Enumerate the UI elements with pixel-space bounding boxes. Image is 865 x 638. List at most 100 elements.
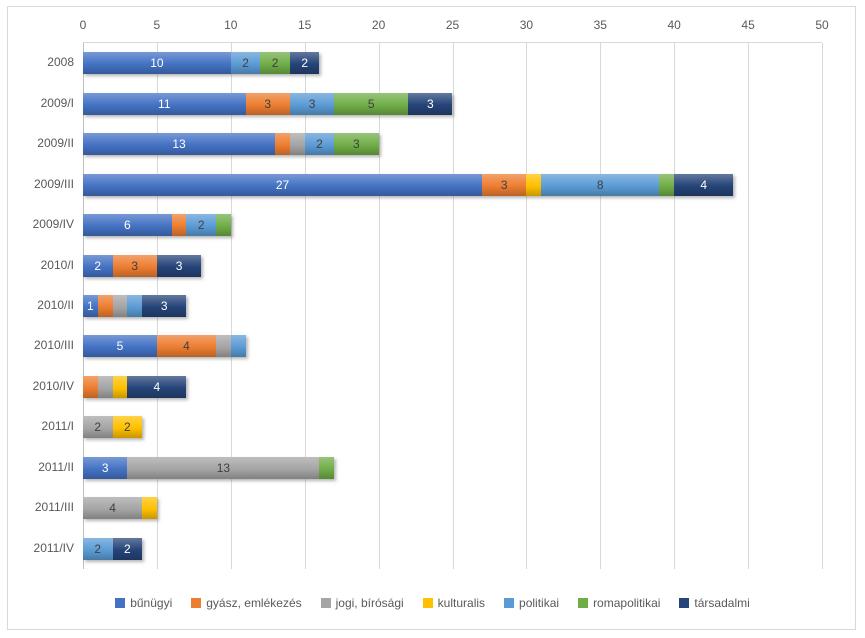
- bar-segment-bűnügyi: 11: [83, 92, 246, 115]
- value-label: 2: [242, 56, 249, 71]
- value-label: 6: [123, 218, 131, 233]
- value-label: 1: [87, 299, 94, 313]
- value-label: 2: [94, 541, 102, 556]
- value-label: 13: [216, 460, 231, 475]
- category-label: 2008: [47, 55, 74, 70]
- legend-item-kulturalis[interactable]: kulturalis: [422, 596, 486, 610]
- bar-2009/II: 13 2 3: [83, 133, 379, 156]
- value-label: 2: [197, 218, 205, 233]
- value-label: 2: [123, 541, 131, 556]
- category-label: 2011/II: [38, 459, 74, 474]
- bar-segment-romapolitikai: 3: [334, 133, 379, 156]
- legend-item-politikai[interactable]: politikai: [504, 596, 559, 610]
- value-label: 27: [275, 177, 290, 192]
- bar-segment-politikai: 2: [230, 52, 261, 75]
- bar-segment-társadalmi: 4: [674, 173, 734, 196]
- value-label: 2: [301, 56, 308, 71]
- bar-segment-társadalmi: 3: [408, 92, 453, 115]
- value-label: 4: [700, 177, 708, 192]
- bar-segment-jogi, bírósági: 4: [83, 497, 143, 520]
- bar-segment-gyász, emlékezés: [97, 295, 113, 317]
- value-label: 3: [426, 96, 434, 111]
- legend-label: bűnügyi: [130, 596, 173, 610]
- bar-segment-gyász, emlékezés: [275, 133, 290, 156]
- x-tick-label: 50: [815, 18, 829, 32]
- x-tick-label: 25: [445, 18, 460, 32]
- x-tick-label: 40: [667, 18, 681, 32]
- bar-segment-társadalmi: 2: [289, 52, 320, 75]
- value-label: 3: [353, 137, 360, 152]
- value-label: 2: [316, 137, 323, 152]
- bar-2008: 10 2 2 2: [83, 52, 320, 75]
- x-tick-label: 5: [153, 18, 161, 32]
- legend-label: jogi, bírósági: [335, 596, 404, 610]
- legend-swatch-icon: [320, 598, 331, 608]
- bar-segment-gyász, emlékezés: [171, 214, 187, 237]
- category-label: 2009/I: [40, 95, 74, 110]
- category-label: 2011/I: [41, 419, 74, 434]
- bar-segment-bűnügyi: 2: [83, 254, 113, 277]
- bar-segment-kulturalis: [142, 497, 157, 520]
- category-label: 2010/I: [40, 257, 74, 272]
- gridline: [526, 43, 528, 569]
- category-label: 2010/III: [33, 338, 74, 353]
- gridline: [452, 43, 454, 569]
- legend-label: romapolitikai: [593, 596, 661, 610]
- bar-segment-politikai: 2: [186, 214, 216, 237]
- bar-segment-bűnügyi: 1: [83, 295, 98, 317]
- bar-segment-politikai: [127, 295, 143, 317]
- bar-segment-jogi, bírósági: [216, 335, 231, 358]
- value-label: 3: [500, 177, 508, 192]
- category-label: 2011/III: [34, 500, 74, 515]
- legend-swatch-icon: [679, 598, 690, 608]
- value-label: 4: [183, 339, 190, 354]
- bar-segment-bűnügyi: 10: [83, 52, 231, 75]
- x-tick-label: 30: [519, 18, 534, 32]
- bar-segment-társadalmi: 2: [112, 537, 143, 560]
- value-label: 4: [153, 379, 161, 394]
- value-label: 3: [264, 96, 272, 111]
- value-label: 2: [94, 420, 102, 435]
- value-label: 3: [101, 460, 109, 475]
- value-label: 3: [308, 96, 316, 111]
- legend-swatch-icon: [115, 598, 126, 608]
- bar-segment-gyász, emlékezés: 4: [156, 335, 216, 358]
- bar-segment-politikai: 3: [289, 92, 335, 115]
- bar-segment-romapolitikai: [215, 214, 231, 237]
- legend-item-társadalmi[interactable]: társadalmi: [679, 596, 750, 610]
- bar-segment-politikai: [230, 335, 246, 358]
- legend-swatch-icon: [422, 598, 433, 608]
- x-tick-label: 10: [224, 18, 238, 32]
- bar-segment-társadalmi: 3: [142, 295, 187, 317]
- value-label: 2: [271, 56, 279, 71]
- bar-2009/III: 27 3 8 4: [83, 173, 734, 196]
- legend-item-jogi, bírósági[interactable]: jogi, bírósági: [320, 596, 404, 610]
- bar-segment-bűnügyi: 6: [83, 214, 172, 237]
- legend-item-bűnügyi[interactable]: bűnügyi: [115, 596, 172, 610]
- category-label: 2010/II: [37, 297, 74, 312]
- gridline: [748, 43, 750, 569]
- value-label: 2: [94, 258, 102, 273]
- bar-segment-romapolitikai: 5: [334, 92, 409, 115]
- bar-segment-gyász, emlékezés: 3: [482, 173, 527, 196]
- legend-item-romapolitikai[interactable]: romapolitikai: [578, 596, 660, 610]
- bar-segment-bűnügyi: 27: [83, 173, 483, 196]
- gridline: [600, 43, 602, 569]
- legend-label: kulturalis: [437, 596, 486, 610]
- legend-item-gyász, emlékezés[interactable]: gyász, emlékezés: [191, 596, 302, 610]
- value-label: 11: [158, 96, 171, 111]
- legend-swatch-icon: [504, 598, 515, 608]
- legend-swatch-icon: [191, 598, 202, 608]
- bar-segment-társadalmi: 4: [127, 375, 187, 398]
- bar-2010/I: 2 3 3: [83, 254, 202, 277]
- bar-segment-politikai: 2: [83, 537, 113, 560]
- category-label: 2009/III: [33, 176, 74, 191]
- value-label: 2: [123, 420, 131, 435]
- gridline: [378, 43, 380, 569]
- bar-segment-politikai: 2: [304, 133, 335, 156]
- value-label: 3: [175, 258, 183, 273]
- x-tick-label: 35: [593, 18, 607, 32]
- legend-label: társadalmi: [694, 596, 750, 610]
